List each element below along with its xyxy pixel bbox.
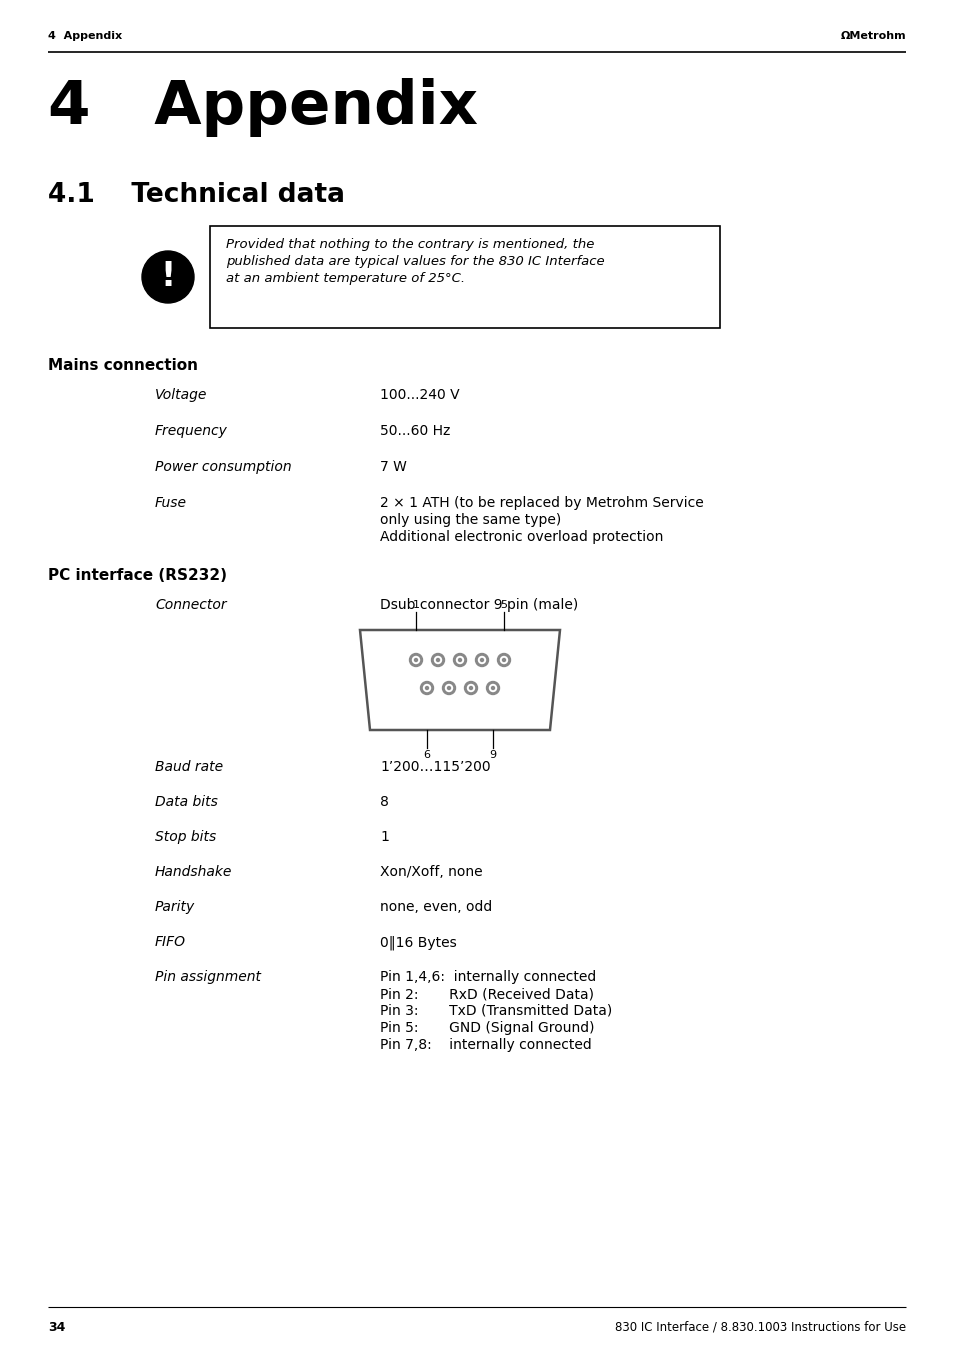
Text: Pin 7,8:    internally connected: Pin 7,8: internally connected [379,1038,591,1052]
Text: 34: 34 [48,1321,66,1333]
Circle shape [456,657,463,663]
Text: 5: 5 [500,600,507,611]
Text: Pin 3:       TxD (Transmitted Data): Pin 3: TxD (Transmitted Data) [379,1004,612,1019]
Text: 1’200…115’200: 1’200…115’200 [379,761,490,774]
Text: Power consumption: Power consumption [154,459,292,474]
Text: Mains connection: Mains connection [48,358,198,373]
Text: Additional electronic overload protection: Additional electronic overload protectio… [379,530,662,544]
Circle shape [500,657,507,663]
Text: Provided that nothing to the contrary is mentioned, the: Provided that nothing to the contrary is… [226,238,594,251]
Circle shape [502,658,505,662]
Circle shape [486,681,499,694]
Text: Fuse: Fuse [154,496,187,509]
Circle shape [436,658,439,662]
Text: Frequency: Frequency [154,424,228,438]
Circle shape [475,654,488,666]
Circle shape [497,654,510,666]
Text: PC interface (RS232): PC interface (RS232) [48,567,227,584]
Circle shape [414,658,417,662]
Circle shape [412,657,419,663]
Text: Voltage: Voltage [154,388,207,403]
Text: 9: 9 [489,750,497,761]
Circle shape [409,654,422,666]
Polygon shape [359,630,559,730]
Text: 4   Appendix: 4 Appendix [48,78,477,136]
Circle shape [453,654,466,666]
Text: 8: 8 [379,794,389,809]
Text: none, even, odd: none, even, odd [379,900,492,915]
Circle shape [431,654,444,666]
Text: Connector: Connector [154,598,227,612]
Text: Xon/Xoff, none: Xon/Xoff, none [379,865,482,880]
Circle shape [464,681,477,694]
Circle shape [447,686,450,689]
Circle shape [434,657,441,663]
Text: only using the same type): only using the same type) [379,513,560,527]
Text: 1: 1 [412,600,419,611]
Text: 830 IC Interface / 8.830.1003 Instructions for Use: 830 IC Interface / 8.830.1003 Instructio… [615,1321,905,1333]
Text: 0‖16 Bytes: 0‖16 Bytes [379,935,456,950]
Circle shape [489,685,496,692]
Text: Pin 1,4,6:  internally connected: Pin 1,4,6: internally connected [379,970,596,984]
Circle shape [467,685,474,692]
Text: Dsub connector 9 pin (male): Dsub connector 9 pin (male) [379,598,578,612]
Circle shape [142,251,193,303]
Text: Parity: Parity [154,900,195,915]
Circle shape [423,685,430,692]
Text: Pin 5:       GND (Signal Ground): Pin 5: GND (Signal Ground) [379,1021,594,1035]
Text: 4.1    Technical data: 4.1 Technical data [48,182,345,208]
Circle shape [458,658,461,662]
Text: Data bits: Data bits [154,794,217,809]
Bar [210,226,720,328]
Circle shape [480,658,483,662]
Circle shape [478,657,485,663]
Text: Pin assignment: Pin assignment [154,970,261,984]
Text: 2 × 1 ATH (to be replaced by Metrohm Service: 2 × 1 ATH (to be replaced by Metrohm Ser… [379,496,703,509]
Circle shape [420,681,433,694]
Circle shape [491,686,494,689]
Text: !: ! [160,261,175,293]
Text: FIFO: FIFO [154,935,186,948]
Circle shape [425,686,428,689]
Circle shape [469,686,472,689]
Circle shape [442,681,455,694]
Text: Handshake: Handshake [154,865,233,880]
Text: Pin 2:       RxD (Received Data): Pin 2: RxD (Received Data) [379,988,594,1001]
Text: at an ambient temperature of 25°C.: at an ambient temperature of 25°C. [226,272,465,285]
Text: Baud rate: Baud rate [154,761,223,774]
Text: 1: 1 [379,830,389,844]
Text: Stop bits: Stop bits [154,830,216,844]
Text: 50...60 Hz: 50...60 Hz [379,424,450,438]
Text: published data are typical values for the 830 IC Interface: published data are typical values for th… [226,255,604,267]
Text: 7 W: 7 W [379,459,406,474]
Text: 100...240 V: 100...240 V [379,388,459,403]
Text: 4  Appendix: 4 Appendix [48,31,122,41]
Circle shape [445,685,452,692]
Text: ΩMetrohm: ΩMetrohm [840,31,905,41]
Text: 6: 6 [423,750,430,761]
